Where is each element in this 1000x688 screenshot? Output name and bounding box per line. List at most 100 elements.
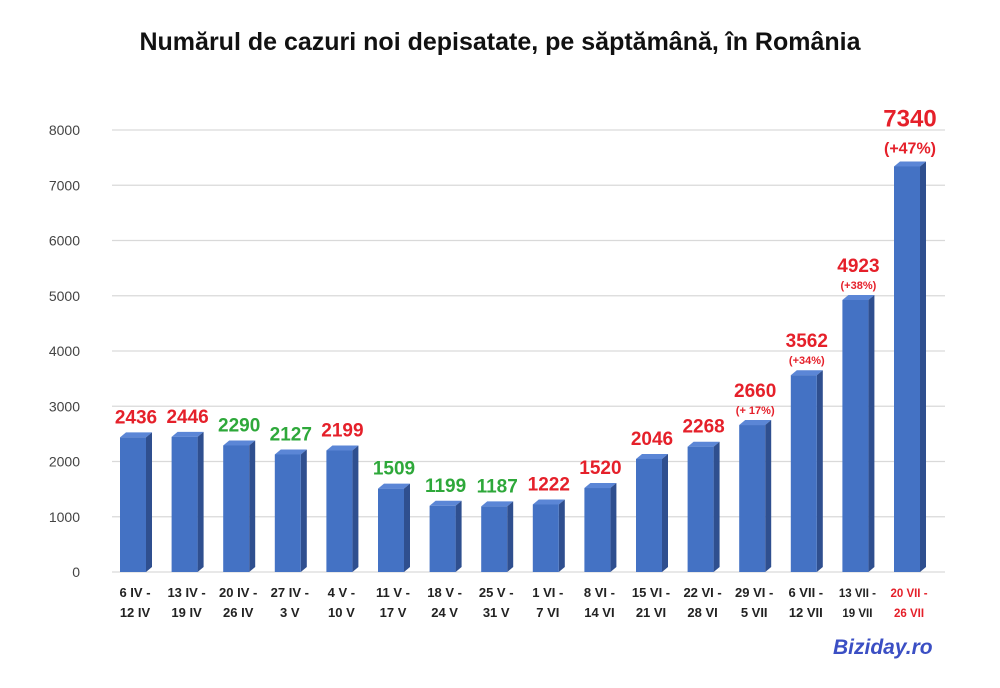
bar-top <box>274 449 307 455</box>
bar-side <box>765 420 772 572</box>
bar <box>274 454 301 572</box>
x-tick-label: 5 VII <box>741 605 768 620</box>
data-label: 1222 <box>528 474 570 495</box>
source-credit: Biziday.ro <box>833 636 933 659</box>
bar <box>790 375 817 572</box>
bar-side <box>455 500 462 572</box>
x-tick-label: 18 V - <box>427 585 462 600</box>
bar-side <box>816 370 823 572</box>
y-tick-label: 3000 <box>49 398 80 414</box>
data-label: 2446 <box>166 407 208 428</box>
data-label: 7340 <box>883 105 936 132</box>
bar-side <box>610 483 617 572</box>
x-tick-label: 25 V - <box>479 585 514 600</box>
bar-side <box>197 431 204 572</box>
data-label: 1199 <box>425 476 466 497</box>
x-tick-label: 4 V - <box>328 585 355 600</box>
x-tick-label: 7 VI <box>536 605 559 620</box>
x-tick-label: 14 VI <box>584 605 614 620</box>
bar <box>171 436 198 572</box>
bar <box>842 300 869 572</box>
bar-side <box>249 440 256 572</box>
bar <box>223 445 250 572</box>
bar-side <box>868 295 875 572</box>
x-tick-label: 15 VI - <box>632 585 670 600</box>
x-tick-label: 19 IV <box>171 605 202 620</box>
bar <box>584 488 611 572</box>
bar-top <box>223 440 256 446</box>
bar <box>120 437 146 572</box>
bar-side <box>352 445 359 572</box>
bar-top <box>326 445 359 451</box>
bar-top <box>429 500 462 506</box>
x-tick-label: 19 VII <box>842 608 872 620</box>
bar-top <box>584 483 617 489</box>
chart-title: Numărul de cazuri noi depisatate, pe săp… <box>139 28 861 56</box>
bar <box>481 506 508 572</box>
data-label: 3562 <box>786 331 828 352</box>
bar-top <box>532 499 565 505</box>
data-label: 2268 <box>682 417 724 438</box>
x-tick-label: 17 V <box>380 605 407 620</box>
data-annotation: (+38%) <box>841 280 877 292</box>
bar <box>378 488 404 572</box>
x-tick-label: 21 VI <box>636 605 666 620</box>
bar-top <box>790 370 823 376</box>
bar-top <box>636 453 668 459</box>
bar-top <box>687 441 720 447</box>
x-tick-label: 10 V <box>328 605 355 620</box>
data-label: 2127 <box>270 424 312 445</box>
data-label: 2046 <box>631 429 673 450</box>
y-tick-label: 5000 <box>49 288 80 304</box>
data-label: 1520 <box>579 458 621 479</box>
x-tick-label: 20 IV - <box>219 585 257 600</box>
x-tick-label: 24 V <box>431 605 458 620</box>
data-label: 2199 <box>321 421 363 442</box>
y-tick-label: 7000 <box>49 177 80 193</box>
y-tick-label: 1000 <box>49 509 80 525</box>
x-tick-label: 20 VII - <box>890 588 927 600</box>
x-tick-label: 12 VII <box>789 605 823 620</box>
y-tick-label: 6000 <box>49 233 80 249</box>
data-label: 2660 <box>734 381 776 402</box>
bar-top <box>481 501 514 507</box>
bar-side <box>713 441 720 572</box>
bar <box>532 504 559 572</box>
data-label: 1509 <box>373 459 415 480</box>
bar-side <box>146 432 152 572</box>
bar-top <box>894 161 926 167</box>
x-tick-label: 22 VI - <box>683 585 721 600</box>
x-tick-label: 3 V <box>280 605 300 620</box>
data-annotation: (+ 17%) <box>736 405 775 417</box>
y-tick-label: 2000 <box>49 454 80 470</box>
x-tick-label: 13 IV - <box>167 585 205 600</box>
x-tick-label: 29 VI - <box>735 585 773 600</box>
bar-side <box>920 161 926 572</box>
bar-top <box>171 431 204 437</box>
bar-side <box>507 501 514 572</box>
x-tick-label: 31 V <box>483 605 510 620</box>
x-tick-label: 8 VI - <box>584 585 615 600</box>
x-tick-label: 28 VI <box>687 605 717 620</box>
x-tick-label: 26 VII <box>894 608 924 620</box>
bar-side <box>404 483 410 572</box>
x-tick-label: 6 VII - <box>788 585 823 600</box>
y-tick-label: 4000 <box>49 343 80 359</box>
x-tick-label: 13 VII - <box>839 588 876 600</box>
x-tick-label: 6 IV - <box>119 585 150 600</box>
bar <box>687 446 714 572</box>
x-tick-label: 1 VI - <box>532 585 563 600</box>
bar-top <box>842 295 875 301</box>
data-label: 1187 <box>477 476 518 497</box>
bar-side <box>558 499 565 572</box>
bar-side <box>662 453 668 572</box>
data-label: 4923 <box>837 256 879 277</box>
x-tick-label: 27 IV - <box>271 585 309 600</box>
bar-top <box>739 420 772 426</box>
bar <box>429 505 456 572</box>
bar <box>636 458 662 572</box>
bar-side <box>300 449 307 572</box>
bar <box>326 450 353 572</box>
data-label: 2436 <box>115 407 157 428</box>
